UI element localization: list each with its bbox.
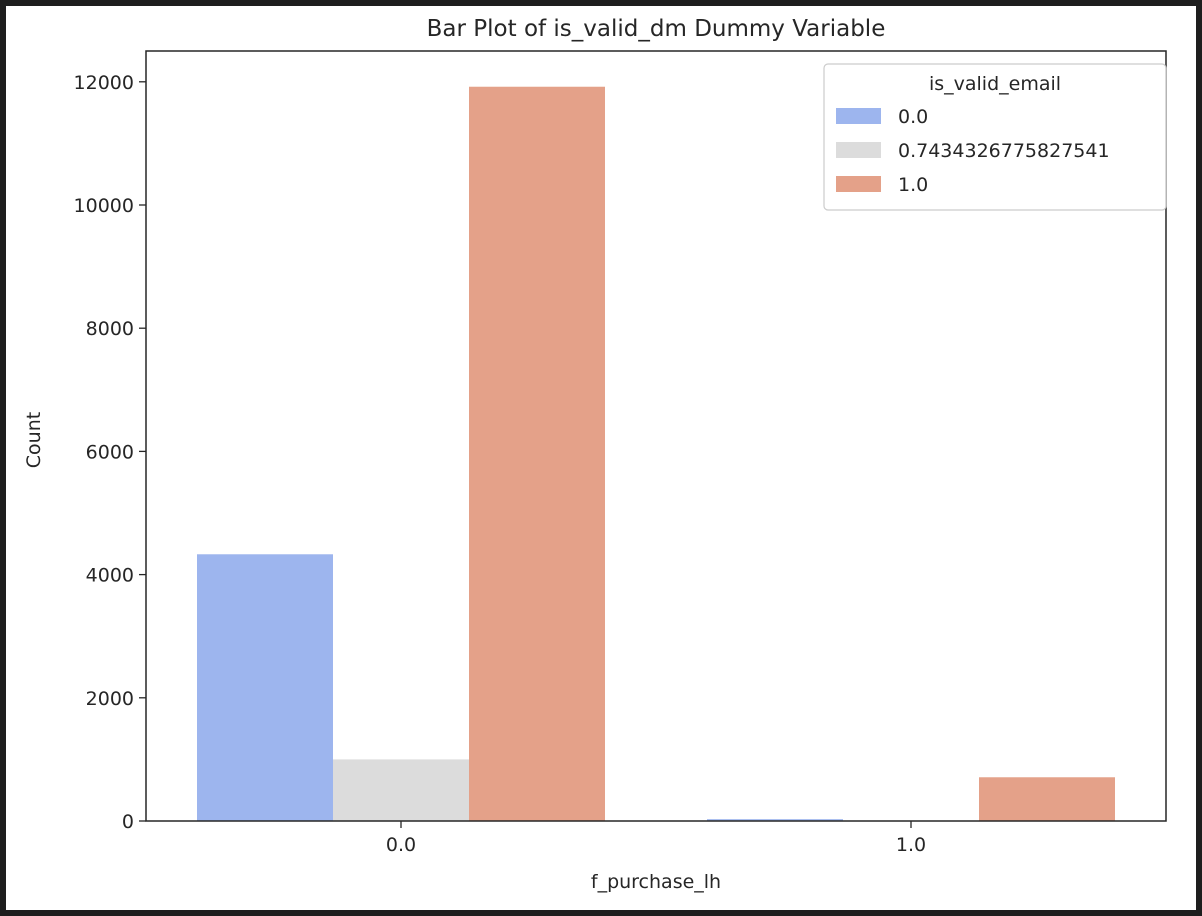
y-tick-label: 8000 bbox=[86, 318, 134, 340]
y-tick-label: 2000 bbox=[86, 688, 134, 710]
y-axis: 0 2000 4000 6000 8000 10000 12000 bbox=[74, 72, 146, 833]
y-tick-label: 4000 bbox=[86, 565, 134, 587]
plot-area bbox=[197, 86, 1115, 821]
bar bbox=[469, 86, 605, 821]
y-tick-label: 0 bbox=[122, 811, 134, 833]
legend-entries: 0.0 0.7434326775827541 1.0 bbox=[836, 106, 1110, 196]
chart-title: Bar Plot of is_valid_dm Dummy Variable bbox=[427, 16, 886, 42]
bar-chart: Bar Plot of is_valid_dm Dummy Variable 0… bbox=[23, 16, 1167, 893]
y-tick-label: 10000 bbox=[74, 195, 134, 217]
legend-swatch bbox=[836, 142, 881, 158]
legend-entry-label: 1.0 bbox=[898, 174, 928, 196]
legend-swatch bbox=[836, 176, 881, 192]
legend: is_valid_email 0.0 0.7434326775827541 1.0 bbox=[823, 63, 1167, 211]
x-tick-label: 0.0 bbox=[386, 834, 416, 856]
y-axis-label: Count bbox=[23, 412, 45, 468]
legend-entry-label: 0.0 bbox=[898, 106, 928, 128]
bar bbox=[197, 554, 333, 821]
bar bbox=[979, 777, 1115, 821]
x-tick-label: 1.0 bbox=[896, 834, 926, 856]
x-axis-label: f_purchase_lh bbox=[591, 871, 721, 893]
axes-frame bbox=[145, 50, 1167, 822]
legend-swatch bbox=[836, 108, 881, 124]
y-tick-label: 12000 bbox=[74, 72, 134, 94]
bar bbox=[707, 819, 843, 821]
bar bbox=[333, 759, 469, 821]
legend-box bbox=[823, 63, 1167, 211]
legend-title: is_valid_email bbox=[929, 73, 1061, 95]
y-tick-label: 6000 bbox=[86, 441, 134, 463]
legend-entry-label: 0.7434326775827541 bbox=[898, 140, 1110, 162]
x-axis: 0.0 1.0 bbox=[386, 821, 926, 856]
chart-figure: Bar Plot of is_valid_dm Dummy Variable 0… bbox=[6, 6, 1196, 910]
